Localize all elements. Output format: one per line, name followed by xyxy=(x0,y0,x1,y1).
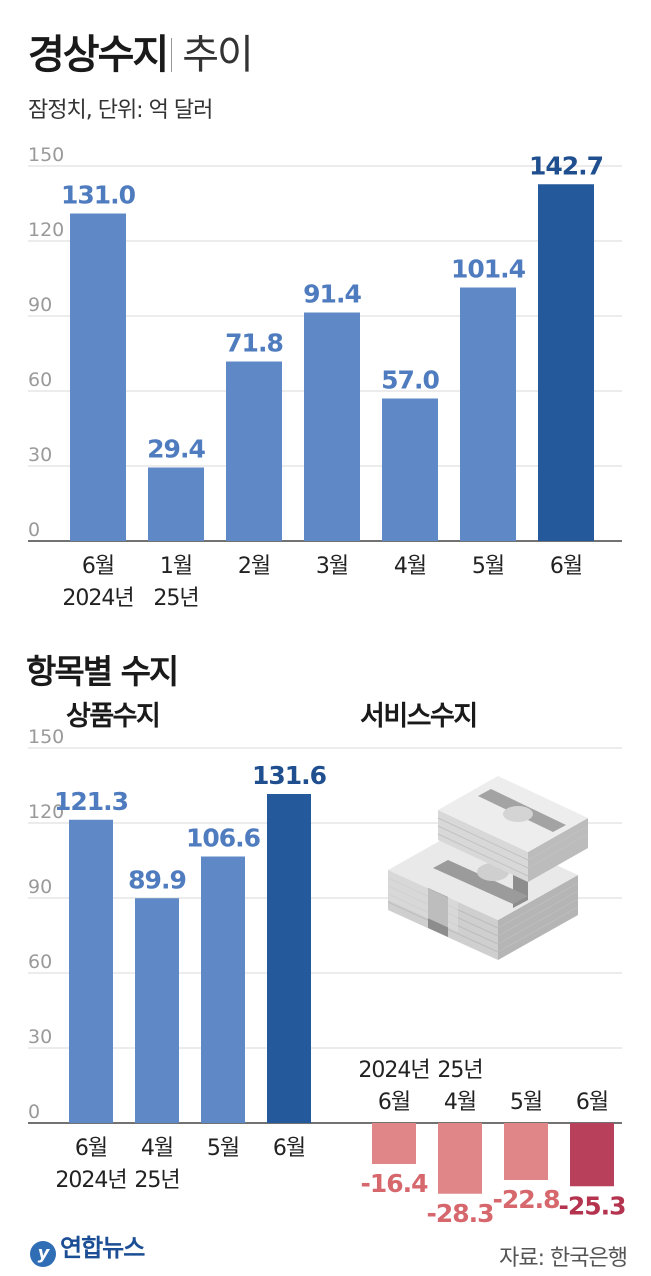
main-chart-value-label: 142.7 xyxy=(529,151,603,180)
main-chart-category-label: 6월 xyxy=(550,554,582,579)
main-chart-category-label: 6월 xyxy=(82,554,114,579)
goods-chart-value-label: 89.9 xyxy=(128,865,186,894)
services-chart-category-label: 6월 xyxy=(378,1090,410,1115)
section-title: 항목별 수지 xyxy=(26,652,179,691)
main-chart-bar xyxy=(538,184,594,541)
panel-title-services: 서비스수지 xyxy=(360,701,478,732)
services-chart-category-label: 6월 xyxy=(576,1090,608,1115)
title-main: 경상수지 xyxy=(28,32,169,78)
title-divider xyxy=(171,38,173,72)
logo-text: 연합뉴스 xyxy=(60,1234,145,1262)
main-chart-value-label: 57.0 xyxy=(381,366,439,395)
main-chart-category-label: 4월 xyxy=(394,554,426,579)
title-sub: 추이 xyxy=(182,32,254,78)
main-chart-category-label: 5월 xyxy=(472,554,504,579)
services-chart-category-label: 5월 xyxy=(510,1090,542,1115)
main-chart-ytick-label: 90 xyxy=(28,294,52,316)
main-chart-category-label: 3월 xyxy=(316,554,348,579)
main-chart-value-label: 71.8 xyxy=(225,329,283,358)
services-chart-value-label: -25.3 xyxy=(558,1191,625,1220)
goods-chart-value-label: 106.6 xyxy=(186,824,261,853)
main-chart-bar xyxy=(148,467,204,541)
main-chart-bar xyxy=(304,312,360,541)
goods-chart-bar xyxy=(135,898,179,1123)
goods-chart-ytick-label: 120 xyxy=(28,801,64,823)
goods-chart-value-label: 131.6 xyxy=(252,761,327,790)
main-chart-bar xyxy=(70,213,126,541)
goods-chart-category-label: 4월 xyxy=(141,1136,173,1161)
goods-chart-category-label: 2024년 xyxy=(55,1168,126,1193)
services-chart-category-label: 25년 xyxy=(437,1058,482,1083)
panel-title-goods: 상품수지 xyxy=(66,701,161,732)
goods-chart-bar xyxy=(267,794,311,1123)
goods-chart-value-label: 121.3 xyxy=(54,787,128,816)
main-chart-category-label: 1월 xyxy=(160,554,192,579)
goods-chart-bar xyxy=(69,819,113,1123)
main-chart-category-label: 2월 xyxy=(238,554,270,579)
goods-chart-category-label: 6월 xyxy=(273,1136,305,1161)
source-note: 자료: 한국은행 xyxy=(499,1246,628,1271)
goods-chart-category-label: 6월 xyxy=(75,1136,107,1161)
services-chart-bar xyxy=(372,1123,416,1164)
yonhap-logo: y 연합뉴스 xyxy=(30,1228,145,1267)
main-chart-value-label: 91.4 xyxy=(303,280,361,309)
services-chart-value-label: -22.8 xyxy=(492,1185,559,1214)
goods-chart-ytick-label: 60 xyxy=(28,951,52,973)
goods-chart-ytick-label: 30 xyxy=(28,1026,52,1048)
goods-chart-ytick-label: 150 xyxy=(28,726,64,748)
services-chart-bar xyxy=(504,1123,548,1180)
main-chart-ytick-label: 120 xyxy=(28,219,64,241)
main-chart-bar xyxy=(382,398,438,541)
main-chart-value-label: 101.4 xyxy=(451,255,526,284)
services-chart-category-label: 4월 xyxy=(444,1090,476,1115)
main-chart-category-label: 2024년 xyxy=(62,586,133,611)
main-chart-bar xyxy=(226,361,282,541)
goods-chart-ytick-label: 90 xyxy=(28,876,52,898)
goods-chart-category-label: 5월 xyxy=(207,1136,239,1161)
money-stack-illustration xyxy=(387,776,589,960)
main-chart-category-label: 25년 xyxy=(153,586,198,611)
logo-mark-icon: y xyxy=(30,1241,56,1267)
services-chart-value-label: -16.4 xyxy=(360,1169,428,1198)
services-chart-value-label: -28.3 xyxy=(426,1199,493,1228)
chart-subtitle: 잠정치, 단위: 억 달러 xyxy=(28,98,213,123)
goods-chart-bar xyxy=(201,856,245,1123)
main-chart-value-label: 29.4 xyxy=(147,435,205,464)
main-chart-ytick-label: 30 xyxy=(28,444,52,466)
main-chart-bar xyxy=(460,287,516,541)
services-chart-category-label: 2024년 xyxy=(358,1058,429,1083)
chart-title: 경상수지 추이 xyxy=(28,22,254,80)
main-chart-ytick-label: 0 xyxy=(28,519,40,541)
main-chart-value-label: 131.0 xyxy=(61,181,136,210)
services-chart-bar xyxy=(438,1123,482,1194)
services-chart-bar xyxy=(570,1123,614,1187)
goods-chart-category-label: 25년 xyxy=(134,1168,179,1193)
main-chart-ytick-label: 60 xyxy=(28,369,52,391)
main-chart-ytick-label: 150 xyxy=(28,144,64,166)
goods-chart-ytick-label: 0 xyxy=(28,1101,40,1123)
